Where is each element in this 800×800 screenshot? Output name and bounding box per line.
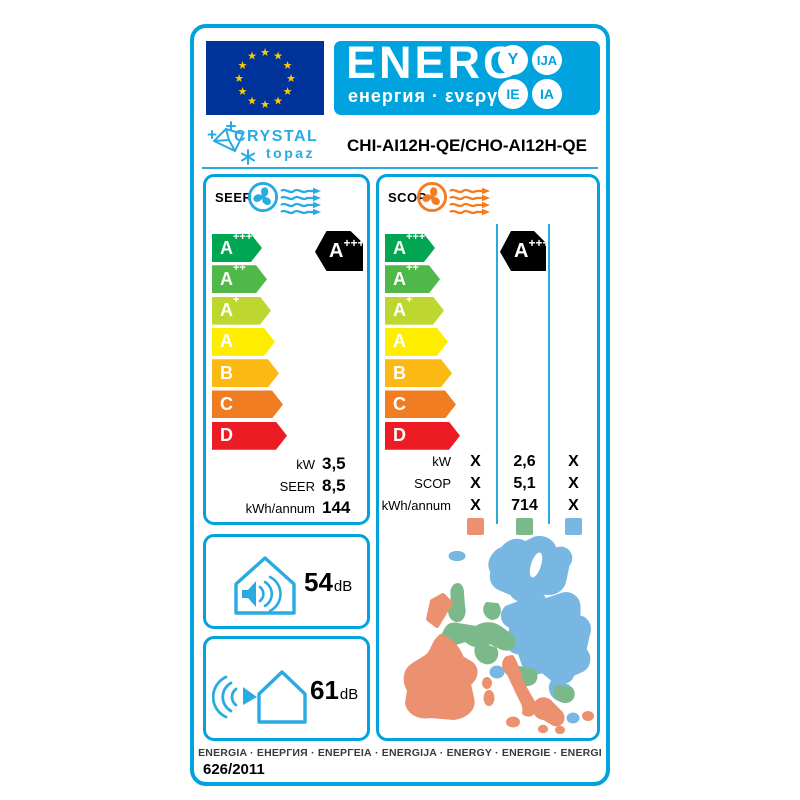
svg-text:★: ★	[238, 85, 248, 98]
seer-section: SEER	[203, 174, 370, 525]
model-number: CHI-AI12H-QE/CHO-AI12H-QE	[347, 136, 587, 155]
svg-text:★: ★	[247, 95, 257, 108]
scale-bar-c: C	[385, 390, 456, 418]
seer-value-row: SEER 8,5	[279, 476, 346, 495]
brand-logo: CRYSTAL topaz	[204, 120, 354, 166]
gulf-notch	[529, 552, 543, 578]
cooling-fan-icon	[247, 181, 279, 213]
scale-bar-a1: A +	[385, 297, 444, 325]
scale-bar-a2: A ++	[385, 265, 440, 293]
eu-flag-icon: ★ ★★ ★★★ ★★★ ★★★	[206, 41, 324, 115]
scale-bar-d: D	[385, 422, 460, 450]
svg-text:★: ★	[247, 50, 257, 63]
svg-text:★: ★	[283, 59, 293, 72]
svg-text:★: ★	[238, 59, 248, 72]
indoor-noise-value: 54 dB	[304, 567, 353, 597]
cool-air-waves-icon	[280, 187, 321, 216]
seer-values: kW 3,5 SEER 8,5 kWh/annum 144	[206, 454, 362, 520]
energy-languages: ENERGIA · ЕНЕРГИЯ · ΕΝΕΡΓΕΙΑ · ENERGIJA …	[198, 747, 602, 759]
warm-air-waves-icon	[449, 187, 490, 216]
seer-title: SEER	[215, 190, 253, 205]
scale-bar-a1: A +	[212, 297, 271, 325]
average-zone-swatch	[516, 518, 533, 535]
indoor-noise-icon	[234, 556, 296, 615]
colder-zone-swatch	[565, 518, 582, 535]
scale-bar-b: B	[385, 359, 452, 387]
brand-sub: topaz	[266, 145, 316, 161]
scop-title: SCOP	[388, 190, 427, 205]
scop-rating-scale: A +++ A ++ A + A B C D	[385, 234, 460, 453]
svg-text:★: ★	[286, 72, 296, 85]
svg-text:★: ★	[234, 72, 244, 85]
lang-badge-ie: IE	[498, 79, 528, 109]
lang-badge-y: Y	[498, 45, 528, 75]
seer-value-row: kWh/annum 144	[245, 498, 351, 517]
scale-bar-a3: A +++	[385, 234, 435, 262]
scale-bar-a3: A +++	[212, 234, 262, 262]
seer-rating-scale: A +++ A ++ A + A B C D	[212, 234, 287, 453]
scop-value-row: kW X 2,6 X	[432, 453, 579, 470]
svg-text:★: ★	[273, 50, 283, 63]
lang-badge-ia: IA	[532, 79, 562, 109]
brand-name: CRYSTAL	[234, 128, 319, 145]
crystal-icon	[207, 121, 255, 165]
outdoor-noise-icon	[212, 670, 307, 724]
regulation-number: 626/2011	[203, 761, 265, 778]
svg-text:★: ★	[260, 98, 270, 111]
scop-values-table: kW X 2,6 X SCOP X 5,1 X kWh/annum X 714 X	[379, 453, 599, 519]
scop-value-row: kWh/annum X 714 X	[381, 497, 579, 514]
lang-badge-ija: IJA	[532, 45, 562, 75]
energ-title: ENERG	[346, 37, 522, 88]
scale-bar-a2: A ++	[212, 265, 267, 293]
energ-subtitle: енергия · ενεργεια	[348, 86, 526, 106]
europe-climate-map	[403, 536, 594, 734]
scale-bar-c: C	[212, 390, 283, 418]
climate-column-divider	[548, 224, 550, 524]
warmer-zone-swatch	[467, 518, 484, 535]
climate-zone-legend	[379, 518, 599, 535]
heating-fan-icon	[416, 181, 448, 213]
scale-bar-d: D	[212, 422, 287, 450]
scop-rating-indicator: A +++	[500, 231, 546, 271]
outdoor-noise-value: 61 dB	[310, 675, 359, 705]
climate-column-divider	[496, 224, 498, 524]
indoor-noise-section: 54 dB	[203, 534, 370, 629]
scop-section: SCOP	[376, 174, 600, 741]
outdoor-noise-section: 61 dB	[203, 636, 370, 741]
energ-banner: ENERG енергия · ενεργεια Y IJA IE IA	[334, 37, 600, 115]
svg-text:★: ★	[260, 46, 270, 59]
scale-bar-a: A	[212, 328, 275, 356]
energy-label: ★ ★ ★ ★ ★ ★ ★ ★ ★ ★ ★ ★ ENERG енергия · ενεργεια…	[190, 24, 610, 786]
svg-text:★: ★	[283, 85, 293, 98]
scale-bar-a: A	[385, 328, 448, 356]
header-divider	[202, 167, 598, 169]
svg-text:★: ★	[273, 95, 283, 108]
seer-rating-indicator: A +++	[315, 231, 363, 271]
seer-value-row: kW 3,5	[296, 454, 346, 473]
scale-bar-b: B	[212, 359, 279, 387]
scop-value-row: SCOP X 5,1 X	[414, 475, 579, 492]
